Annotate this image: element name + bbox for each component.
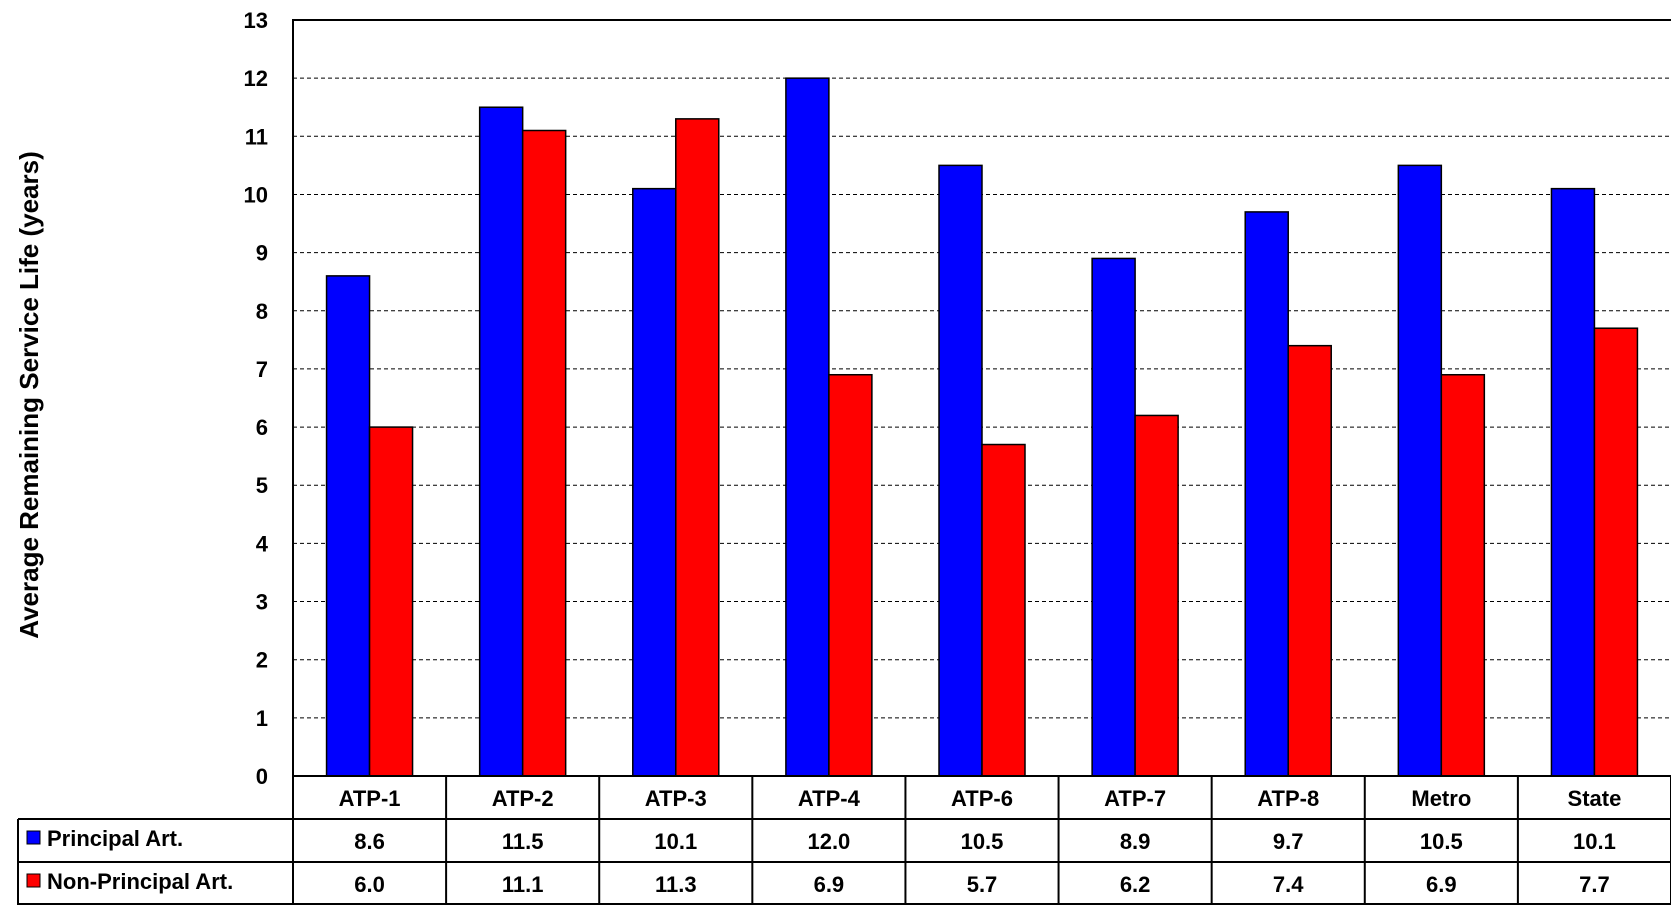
bar (675, 118, 720, 777)
data-label: 11.1 (502, 872, 544, 897)
bar (828, 373, 873, 777)
x-category-label: Metro (1411, 786, 1471, 811)
x-category-label: ATP-8 (1257, 786, 1319, 811)
y-tick-label: 3 (256, 590, 268, 615)
x-category-label: ATP-7 (1104, 786, 1166, 811)
bar (1440, 373, 1486, 777)
x-category-label: State (1568, 786, 1622, 811)
data-label: 11.5 (502, 829, 544, 854)
bar (368, 426, 414, 777)
y-axis-label: Average Remaining Service Life (years) (14, 151, 44, 638)
y-tick-label: 13 (244, 8, 268, 33)
bar (1091, 257, 1136, 777)
bar (1593, 327, 1639, 777)
bar (632, 187, 677, 777)
data-label: 6.0 (354, 872, 385, 897)
data-label: 10.5 (961, 829, 1004, 854)
bar (478, 106, 524, 777)
x-category-label: ATP-4 (798, 786, 861, 811)
bar (1244, 211, 1289, 777)
bar (785, 77, 830, 777)
y-tick-label: 11 (245, 124, 268, 149)
bar (938, 164, 983, 777)
y-tick-label: 10 (244, 182, 268, 207)
data-label: 6.9 (1426, 872, 1457, 897)
bar (1287, 344, 1332, 777)
legend-swatch (26, 830, 41, 845)
data-label: 7.7 (1579, 872, 1610, 897)
data-label: 12.0 (807, 829, 850, 854)
x-category-label: ATP-1 (339, 786, 401, 811)
y-tick-label: 1 (256, 706, 268, 731)
y-tick-label: 7 (256, 357, 268, 382)
data-label: 8.9 (1120, 829, 1151, 854)
data-label: 5.7 (967, 872, 998, 897)
y-tick-label: 9 (256, 241, 268, 266)
bar (1134, 414, 1179, 777)
data-label: 7.4 (1273, 872, 1304, 897)
data-label: 10.1 (1573, 829, 1616, 854)
y-tick-label: 6 (256, 415, 268, 440)
data-label: 9.7 (1273, 829, 1304, 854)
x-category-label: ATP-2 (492, 786, 554, 811)
x-category-label: ATP-6 (951, 786, 1013, 811)
legend-label: Non-Principal Art. (47, 869, 233, 894)
data-label: 10.1 (654, 829, 697, 854)
y-tick-label: 4 (256, 531, 269, 556)
bar (521, 129, 567, 777)
data-label: 6.2 (1120, 872, 1151, 897)
y-tick-label: 5 (256, 473, 268, 498)
data-label: 8.6 (354, 829, 385, 854)
bar (1397, 164, 1443, 777)
data-label: 6.9 (814, 872, 845, 897)
plot-frame (292, 19, 1671, 777)
bar (1550, 187, 1596, 777)
y-tick-label: 2 (256, 648, 268, 673)
y-tick-label: 8 (256, 299, 268, 324)
data-label: 11.3 (655, 872, 697, 897)
x-category-label: ATP-3 (645, 786, 707, 811)
data-label: 10.5 (1420, 829, 1463, 854)
y-tick-label: 0 (256, 764, 268, 789)
y-tick-label: 12 (244, 66, 268, 91)
bars (325, 77, 1639, 777)
legend-label: Principal Art. (47, 826, 183, 851)
bar (325, 275, 371, 777)
bar (981, 443, 1026, 777)
legend-swatch (26, 873, 41, 888)
data-table: ATP-1 ATP-2 ATP-3 ATP-4 ATP-6 ATP-7 ATP-8 Metro… (17, 776, 1671, 905)
